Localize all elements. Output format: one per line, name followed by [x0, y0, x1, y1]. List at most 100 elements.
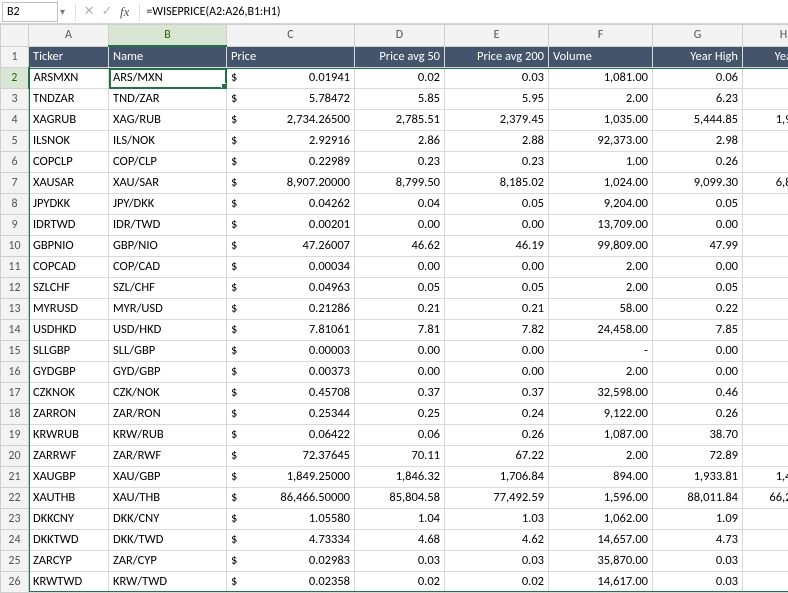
column-header-G[interactable]: G: [653, 25, 743, 47]
name-cell[interactable]: SLL/GBP: [109, 341, 227, 362]
price200-cell[interactable]: 0.00: [445, 215, 549, 236]
price200-cell[interactable]: 77,492.59: [445, 488, 549, 509]
price-cell[interactable]: $0.01941: [227, 68, 355, 89]
price50-cell[interactable]: 46.62: [355, 236, 445, 257]
year-high-cell[interactable]: 0.00: [653, 341, 743, 362]
row-header[interactable]: 11: [1, 257, 29, 278]
price-cell[interactable]: $0.00201: [227, 215, 355, 236]
volume-cell[interactable]: 14,657.00: [549, 530, 653, 551]
ticker-cell[interactable]: SLLGBP: [29, 341, 109, 362]
volume-cell[interactable]: 1,081.00: [549, 68, 653, 89]
volume-cell[interactable]: 1,087.00: [549, 425, 653, 446]
volume-cell[interactable]: 1,024.00: [549, 173, 653, 194]
name-cell[interactable]: ZAR/RWF: [109, 446, 227, 467]
name-cell[interactable]: KRW/RUB: [109, 425, 227, 446]
year-low-cell[interactable]: 0.01: [743, 68, 788, 89]
ticker-cell[interactable]: JPYDKK: [29, 194, 109, 215]
column-header-F[interactable]: F: [549, 25, 653, 47]
column-header-H[interactable]: H: [743, 25, 788, 47]
year-low-cell[interactable]: 1,482.26: [743, 467, 788, 488]
header-cell-C[interactable]: Price: [227, 46, 355, 68]
price-cell[interactable]: $0.45708: [227, 383, 355, 404]
row-header[interactable]: 1: [1, 46, 29, 68]
ticker-cell[interactable]: XAUSAR: [29, 173, 109, 194]
year-high-cell[interactable]: 4.73: [653, 530, 743, 551]
header-cell-G[interactable]: Year High: [653, 46, 743, 68]
price-cell[interactable]: $2,734.26500: [227, 110, 355, 131]
name-cell[interactable]: SZL/CHF: [109, 278, 227, 299]
price50-cell[interactable]: 2,785.51: [355, 110, 445, 131]
name-cell[interactable]: XAU/THB: [109, 488, 227, 509]
year-high-cell[interactable]: 0.00: [653, 257, 743, 278]
price200-cell[interactable]: 2,379.45: [445, 110, 549, 131]
header-cell-E[interactable]: Price avg 200: [445, 46, 549, 68]
price200-cell[interactable]: 0.00: [445, 341, 549, 362]
ticker-cell[interactable]: MYRUSD: [29, 299, 109, 320]
volume-cell[interactable]: 13,709.00: [549, 215, 653, 236]
year-low-cell[interactable]: 66,227.86: [743, 488, 788, 509]
volume-cell[interactable]: 2.00: [549, 362, 653, 383]
row-header[interactable]: 8: [1, 194, 29, 215]
year-high-cell[interactable]: 0.26: [653, 404, 743, 425]
header-cell-H[interactable]: Year Low: [743, 46, 788, 68]
year-low-cell[interactable]: 44.08: [743, 236, 788, 257]
price50-cell[interactable]: 4.68: [355, 530, 445, 551]
year-low-cell[interactable]: 0.00: [743, 341, 788, 362]
ticker-cell[interactable]: GBPNIO: [29, 236, 109, 257]
ticker-cell[interactable]: IDRTWD: [29, 215, 109, 236]
volume-cell[interactable]: 9,204.00: [549, 194, 653, 215]
row-header[interactable]: 7: [1, 173, 29, 194]
price-cell[interactable]: $86,466.50000: [227, 488, 355, 509]
price50-cell[interactable]: 1,846.32: [355, 467, 445, 488]
year-low-cell[interactable]: 0.20: [743, 152, 788, 173]
name-box-chevron-icon[interactable]: ▾: [58, 5, 71, 18]
price50-cell[interactable]: 0.25: [355, 404, 445, 425]
price50-cell[interactable]: 0.23: [355, 152, 445, 173]
volume-cell[interactable]: 1.00: [549, 152, 653, 173]
year-high-cell[interactable]: 72.89: [653, 446, 743, 467]
header-cell-A[interactable]: Ticker: [29, 46, 109, 68]
price200-cell[interactable]: 0.00: [445, 257, 549, 278]
price200-cell[interactable]: 46.19: [445, 236, 549, 257]
price-cell[interactable]: $0.04262: [227, 194, 355, 215]
price50-cell[interactable]: 5.85: [355, 89, 445, 110]
volume-cell[interactable]: 1,035.00: [549, 110, 653, 131]
year-low-cell[interactable]: 0.04: [743, 194, 788, 215]
ticker-cell[interactable]: XAUTHB: [29, 488, 109, 509]
row-header[interactable]: 17: [1, 383, 29, 404]
price50-cell[interactable]: 7.81: [355, 320, 445, 341]
price200-cell[interactable]: 5.95: [445, 89, 549, 110]
year-low-cell[interactable]: 0.00: [743, 257, 788, 278]
volume-cell[interactable]: 9,122.00: [549, 404, 653, 425]
cancel-formula-icon[interactable]: ✕: [80, 3, 98, 21]
name-cell[interactable]: KRW/TWD: [109, 572, 227, 593]
price50-cell[interactable]: 0.05: [355, 278, 445, 299]
row-header[interactable]: 6: [1, 152, 29, 173]
name-cell[interactable]: ILS/NOK: [109, 131, 227, 152]
ticker-cell[interactable]: COPCLP: [29, 152, 109, 173]
spreadsheet-grid[interactable]: ABCDEFGH 1 TickerNamePricePrice avg 50Pr…: [0, 24, 788, 593]
year-low-cell[interactable]: 0.20: [743, 299, 788, 320]
price200-cell[interactable]: 7.82: [445, 320, 549, 341]
row-header[interactable]: 19: [1, 425, 29, 446]
volume-cell[interactable]: 2.00: [549, 257, 653, 278]
name-cell[interactable]: MYR/USD: [109, 299, 227, 320]
price50-cell[interactable]: 0.00: [355, 215, 445, 236]
price50-cell[interactable]: 8,799.50: [355, 173, 445, 194]
name-cell[interactable]: GYD/GBP: [109, 362, 227, 383]
header-cell-F[interactable]: Volume: [549, 46, 653, 68]
price50-cell[interactable]: 0.03: [355, 551, 445, 572]
price-cell[interactable]: $0.02983: [227, 551, 355, 572]
volume-cell[interactable]: 894.00: [549, 467, 653, 488]
volume-cell[interactable]: 99,809.00: [549, 236, 653, 257]
ticker-cell[interactable]: TNDZAR: [29, 89, 109, 110]
year-low-cell[interactable]: 1,943.16: [743, 110, 788, 131]
header-cell-D[interactable]: Price avg 50: [355, 46, 445, 68]
price200-cell[interactable]: 0.03: [445, 68, 549, 89]
price200-cell[interactable]: 0.26: [445, 425, 549, 446]
ticker-cell[interactable]: KRWRUB: [29, 425, 109, 446]
price50-cell[interactable]: 0.21: [355, 299, 445, 320]
price-cell[interactable]: $0.04963: [227, 278, 355, 299]
row-header[interactable]: 24: [1, 530, 29, 551]
year-high-cell[interactable]: 2.98: [653, 131, 743, 152]
